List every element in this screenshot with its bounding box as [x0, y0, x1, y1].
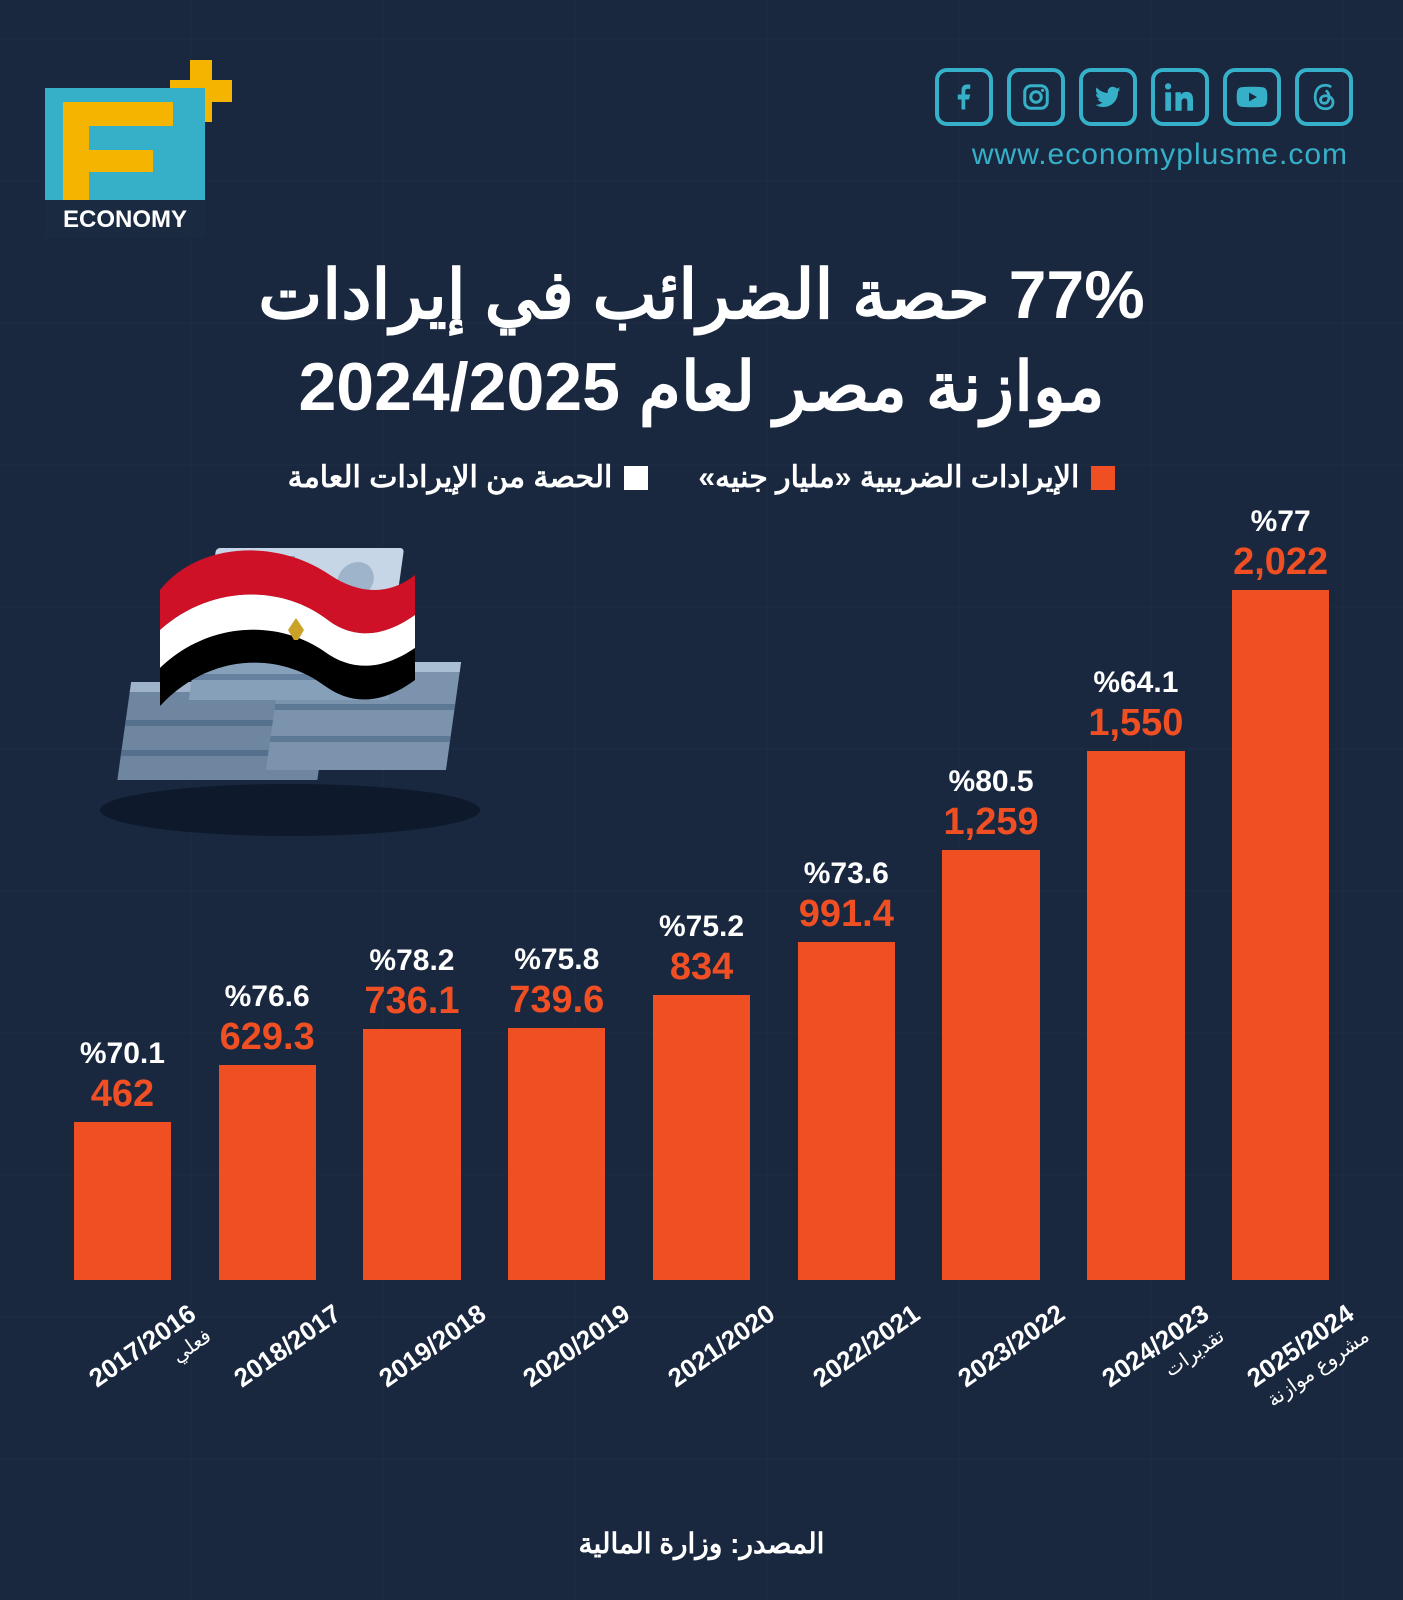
bar-percent: %78.2	[369, 944, 454, 978]
x-label: 2024/2023تقديرات	[1073, 1280, 1198, 1430]
chart-xlabels: 2017/2016فعلي2018/20172019/20182020/2019…	[60, 1280, 1343, 1430]
chart-column: %78.2736.1	[350, 944, 475, 1280]
legend-item-2: الحصة من الإيرادات العامة	[288, 460, 649, 495]
twitter-icon[interactable]	[1079, 68, 1137, 126]
bar-percent: %75.2	[659, 910, 744, 944]
bar	[219, 1065, 316, 1280]
chart-column: %75.2834	[639, 910, 764, 1280]
x-label: 2025/2024مشروع موازنة	[1218, 1280, 1343, 1430]
x-label: 2021/2020	[639, 1280, 764, 1430]
bar-percent: %76.6	[225, 980, 310, 1014]
legend-label-1: الإيرادات الضريبية «مليار جنيه»	[698, 460, 1079, 495]
social-icons	[935, 68, 1353, 126]
source-line: المصدر: وزارة المالية	[0, 1527, 1403, 1560]
bar	[653, 995, 750, 1280]
brand-logo: ECONOMY	[45, 60, 255, 255]
source-label: المصدر:	[730, 1528, 824, 1559]
bar	[798, 942, 895, 1280]
bar-percent: %75.8	[514, 943, 599, 977]
legend-item-1: الإيرادات الضريبية «مليار جنيه»	[698, 460, 1115, 495]
x-label: 2018/2017	[205, 1280, 330, 1430]
linkedin-icon[interactable]	[1151, 68, 1209, 126]
bar	[508, 1028, 605, 1280]
chart-plot: %70.1462%76.6629.3%78.2736.1%75.8739.6%7…	[60, 540, 1343, 1280]
chart-column: %75.8739.6	[494, 943, 619, 1280]
chart-column: %73.6991.4	[784, 857, 909, 1280]
bar-percent: %80.5	[949, 765, 1034, 799]
bar-value: 991.4	[799, 893, 894, 936]
chart-column: %772,022	[1218, 505, 1343, 1280]
x-label: 2017/2016فعلي	[60, 1280, 185, 1430]
bar-percent: %64.1	[1093, 666, 1178, 700]
legend-swatch-white	[624, 466, 648, 490]
x-label: 2022/2021	[784, 1280, 909, 1430]
bar	[74, 1122, 171, 1280]
bar-value: 462	[91, 1073, 154, 1116]
chart-column: %70.1462	[60, 1037, 185, 1280]
threads-icon[interactable]	[1295, 68, 1353, 126]
header: ECONOMY www.economyplusme.com	[0, 30, 1403, 210]
chart-column: %76.6629.3	[205, 980, 330, 1280]
page-title: 77% حصة الضرائب في إيرادات موازنة مصر لع…	[0, 250, 1403, 434]
bar-value: 834	[670, 946, 733, 989]
bar	[1232, 590, 1329, 1280]
chart-column: %80.51,259	[929, 765, 1054, 1280]
bar-value: 629.3	[220, 1016, 315, 1059]
legend-label-2: الحصة من الإيرادات العامة	[288, 460, 613, 495]
x-label: 2020/2019	[494, 1280, 619, 1430]
legend-swatch-orange	[1091, 466, 1115, 490]
brand-name-text: ECONOMY	[63, 206, 187, 233]
bar-percent: %70.1	[80, 1037, 165, 1071]
x-label: 2023/2022	[929, 1280, 1054, 1430]
x-label: 2019/2018	[350, 1280, 475, 1430]
title-line2: موازنة مصر لعام 2024/2025	[0, 342, 1403, 434]
bar	[942, 850, 1039, 1280]
bar-value: 1,550	[1088, 702, 1183, 745]
bar	[363, 1029, 460, 1280]
site-url: www.economyplusme.com	[972, 138, 1348, 172]
bar-value: 739.6	[509, 979, 604, 1022]
bar-value: 736.1	[364, 980, 459, 1023]
chart-column: %64.11,550	[1073, 666, 1198, 1280]
source-text: وزارة المالية	[579, 1528, 723, 1559]
bar-value: 2,022	[1233, 541, 1328, 584]
bar-value: 1,259	[944, 801, 1039, 844]
title-line1: 77% حصة الضرائب في إيرادات	[0, 250, 1403, 342]
youtube-icon[interactable]	[1223, 68, 1281, 126]
bar-percent: %77	[1251, 505, 1311, 539]
bar-chart: %70.1462%76.6629.3%78.2736.1%75.8739.6%7…	[60, 540, 1343, 1430]
facebook-icon[interactable]	[935, 68, 993, 126]
bar	[1087, 751, 1184, 1280]
instagram-icon[interactable]	[1007, 68, 1065, 126]
legend: الإيرادات الضريبية «مليار جنيه» الحصة من…	[0, 460, 1403, 495]
bar-percent: %73.6	[804, 857, 889, 891]
